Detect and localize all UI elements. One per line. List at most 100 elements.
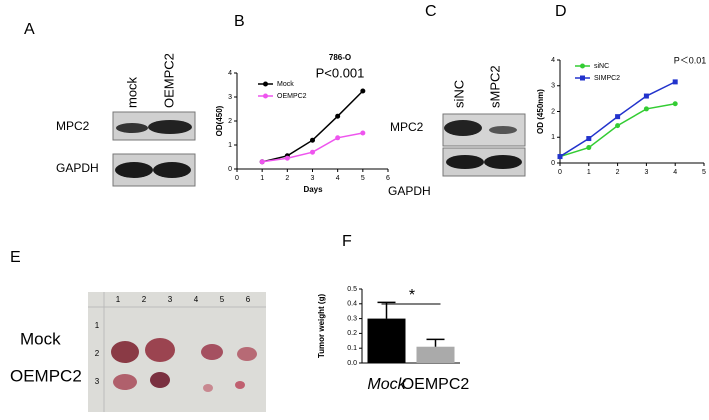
- x-tick-label: 3: [644, 169, 648, 176]
- ruler-label: 2: [95, 349, 100, 358]
- x-axis-label: Days: [303, 185, 323, 194]
- y-tick-label: 2: [551, 108, 555, 115]
- x-tick-label: 1: [587, 169, 591, 176]
- line: [559, 103, 676, 158]
- lane-label: mock: [124, 76, 139, 108]
- tumor: [203, 384, 213, 392]
- x-tick-label: 2: [285, 175, 289, 182]
- band: [148, 120, 192, 134]
- ruler-label: 2: [142, 295, 147, 304]
- ruler-label: 1: [116, 295, 121, 304]
- y-tick-label: 0.5: [347, 286, 357, 293]
- band: [489, 126, 517, 134]
- ruler-label: 3: [95, 377, 100, 386]
- row-label: MPC2: [390, 120, 424, 134]
- band: [444, 120, 482, 136]
- marker: [557, 154, 563, 160]
- row-label: MPC2: [56, 119, 90, 133]
- legend-label: OEMPC2: [277, 93, 307, 100]
- x-tick-label: 2: [616, 169, 620, 176]
- panel-letter: E: [10, 249, 21, 266]
- panel-letter: F: [342, 233, 352, 250]
- marker: [643, 106, 649, 112]
- row-label: OEMPC2: [10, 366, 82, 385]
- y-tick-label: 3: [551, 83, 555, 90]
- legend-label: siNC: [594, 63, 609, 70]
- bar: [416, 346, 455, 363]
- row-label: GAPDH: [388, 184, 431, 198]
- marker: [586, 145, 592, 151]
- panel-letter: B: [234, 13, 245, 30]
- error-bar: [377, 301, 396, 319]
- y-tick-label: 4: [228, 70, 232, 77]
- tumor: [113, 374, 137, 390]
- x-tick-label: 0: [235, 175, 239, 182]
- marker: [259, 159, 265, 165]
- y-tick-label: 3: [228, 94, 232, 101]
- y-tick-label: 1: [228, 142, 232, 149]
- y-axis-label: OD(450): [215, 105, 224, 136]
- tumor: [237, 347, 257, 361]
- x-tick-label: 5: [702, 169, 706, 176]
- band: [116, 123, 148, 133]
- lane-label: siNC: [451, 80, 466, 108]
- y-tick-label: 0.4: [347, 301, 357, 308]
- tumor: [201, 344, 223, 360]
- legend-label: Mock: [277, 81, 294, 88]
- ruler-label: 6: [246, 295, 251, 304]
- marker: [615, 114, 621, 120]
- marker: [284, 155, 290, 161]
- error-bar: [426, 338, 445, 347]
- lane-label: sMPC2: [487, 65, 502, 108]
- x-tick-label: 4: [336, 175, 340, 182]
- legend-label: SIMPC2: [594, 75, 620, 82]
- ruler-label: 1: [95, 321, 100, 330]
- tumor: [145, 338, 175, 362]
- marker: [360, 88, 366, 94]
- x-tick-label: 4: [673, 169, 677, 176]
- y-tick-label: 0.0: [347, 360, 357, 367]
- x-tick-label: 5: [361, 175, 365, 182]
- y-tick-label: 0: [228, 166, 232, 173]
- row-label: GAPDH: [56, 161, 99, 175]
- marker: [360, 130, 366, 136]
- y-tick-label: 0.3: [347, 315, 357, 322]
- y-tick-label: 2: [228, 118, 232, 125]
- marker: [335, 113, 341, 119]
- annotation: *: [409, 287, 415, 304]
- annotation: P＜0.01: [674, 55, 707, 65]
- y-tick-label: 4: [551, 57, 555, 64]
- tumor: [111, 341, 139, 363]
- x-tick-label: Mock: [367, 376, 406, 393]
- band: [484, 155, 522, 169]
- bar: [367, 318, 406, 363]
- tumor: [150, 372, 170, 388]
- panel-letter: C: [425, 3, 437, 20]
- x-tick-label: OEMPC2: [402, 376, 470, 393]
- annotation: P<0.001: [316, 65, 365, 80]
- x-tick-label: 6: [386, 175, 390, 182]
- band: [115, 162, 153, 178]
- y-tick-label: 1: [551, 134, 555, 141]
- panel-letter: A: [24, 21, 35, 38]
- band: [153, 162, 191, 178]
- ruler-label: 4: [194, 295, 199, 304]
- x-tick-label: 0: [558, 169, 562, 176]
- marker: [672, 79, 678, 85]
- tumor: [235, 381, 245, 389]
- band: [446, 155, 484, 169]
- x-tick-label: 3: [311, 175, 315, 182]
- lane-label: OEMPC2: [161, 53, 176, 108]
- chart-title: 786-O: [329, 53, 351, 62]
- y-axis-label: Tumor weight (g): [317, 294, 326, 359]
- marker: [310, 149, 315, 155]
- marker: [615, 123, 621, 129]
- marker: [335, 135, 341, 141]
- row-label: Mock: [20, 329, 61, 348]
- marker: [672, 101, 678, 107]
- ruler-label: 3: [168, 295, 173, 304]
- marker: [643, 93, 649, 99]
- panel-letter: D: [555, 3, 567, 20]
- line: [559, 81, 676, 158]
